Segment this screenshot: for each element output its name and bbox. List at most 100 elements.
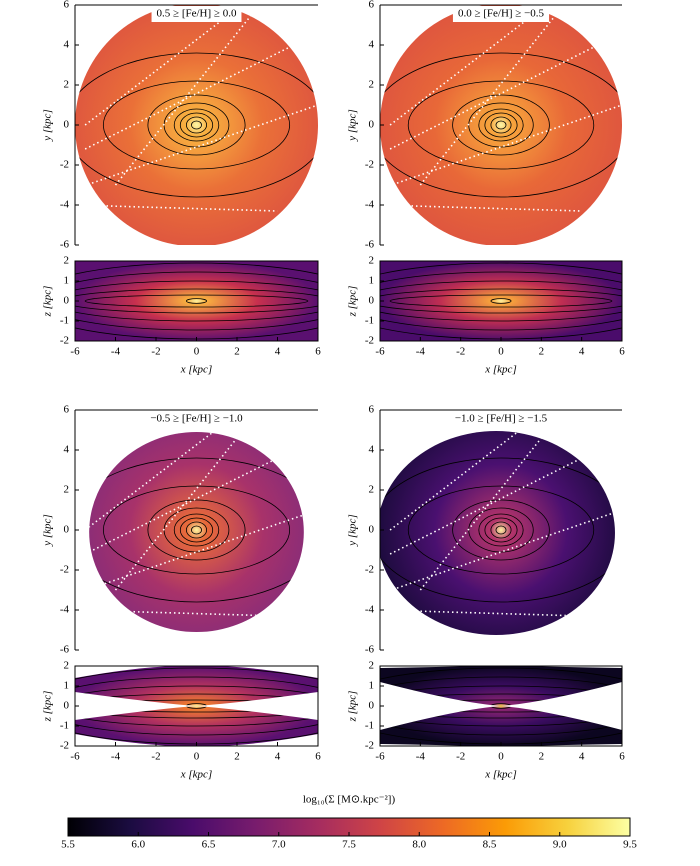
x-tick-label: 2 <box>539 751 545 763</box>
contour <box>490 116 512 134</box>
contour <box>84 294 309 308</box>
y-tick-label: -2 <box>365 564 374 576</box>
y-tick-label: 6 <box>64 0 70 11</box>
y-tick-label: 6 <box>64 404 70 416</box>
contour <box>380 693 622 719</box>
y-tick-label: 4 <box>64 444 70 456</box>
x-tick-label: -6 <box>375 751 385 763</box>
x-tick-label: 2 <box>234 751 240 763</box>
contour <box>191 120 202 130</box>
contour <box>377 457 615 603</box>
contour <box>490 298 512 304</box>
empty-region <box>75 666 177 678</box>
empty-region <box>75 692 318 720</box>
contour <box>75 271 318 331</box>
y-tick-label: 2 <box>369 660 375 672</box>
x-tick-label: -2 <box>456 751 465 763</box>
y-axis-label: z [kpc] <box>42 286 54 318</box>
contour <box>75 676 318 736</box>
y-tick-label: -1 <box>365 315 374 327</box>
density-image <box>75 5 318 245</box>
x-tick-label: 6 <box>619 346 625 358</box>
title-box <box>151 6 242 22</box>
contour <box>75 52 318 198</box>
x-tick-label: 4 <box>275 751 281 763</box>
y-tick-label: -6 <box>60 644 70 656</box>
empty-region <box>216 666 318 678</box>
y-tick-label: 4 <box>369 444 375 456</box>
contour <box>75 693 318 719</box>
x-tick-label: -6 <box>70 751 80 763</box>
slit-line <box>114 3 268 186</box>
y-tick-label: -2 <box>365 335 374 347</box>
colorbar-tick-label: 9.5 <box>623 839 637 851</box>
empty-region <box>75 734 177 746</box>
y-tick-label: -1 <box>365 720 374 732</box>
contour <box>179 112 214 138</box>
y-tick-label: 2 <box>64 255 70 267</box>
x-tick-label: 2 <box>234 346 240 358</box>
x-tick-label: 2 <box>539 346 545 358</box>
y-tick-label: -2 <box>60 335 69 347</box>
x-tick-label: -2 <box>151 751 160 763</box>
x-tick-label: 0 <box>498 751 504 763</box>
x-tick-label: 4 <box>275 346 281 358</box>
y-tick-label: 1 <box>369 680 375 692</box>
y-tick-label: 6 <box>369 404 375 416</box>
density-image <box>89 432 304 632</box>
x-tick-label: 6 <box>315 751 321 763</box>
title-box <box>449 411 553 427</box>
contour <box>380 685 622 727</box>
y-tick-label: 0 <box>64 524 70 536</box>
y-axis-label: z [kpc] <box>347 691 359 723</box>
y-tick-label: 2 <box>369 255 375 267</box>
y-axis-label: y [kpc] <box>42 109 54 141</box>
contour <box>173 513 220 547</box>
x-tick-label: 0 <box>194 751 200 763</box>
slit-line <box>84 32 318 150</box>
x-tick-label: -2 <box>456 346 465 358</box>
contour <box>452 499 550 561</box>
y-tick-label: 0 <box>64 119 70 131</box>
density-map <box>75 3 318 245</box>
y-tick-label: -2 <box>365 740 374 752</box>
density-image <box>380 431 615 635</box>
density-map <box>75 666 318 746</box>
density-map <box>89 432 304 632</box>
contour <box>495 120 507 130</box>
x-tick-label: -4 <box>416 346 426 358</box>
y-tick-label: -6 <box>365 239 375 251</box>
contour <box>478 108 524 142</box>
y-tick-label: 2 <box>369 484 375 496</box>
contour <box>185 521 208 539</box>
x-tick-label: 0 <box>194 346 200 358</box>
y-tick-label: 0 <box>64 700 70 712</box>
y-tick-label: 0 <box>64 295 70 307</box>
panel-title: 0.0 ≥ [Fe/H] ≥ −0.5 <box>458 8 545 20</box>
y-tick-label: 0 <box>369 295 375 307</box>
contour <box>380 52 622 198</box>
x-axis-label: x [kpc] <box>180 769 212 781</box>
y-axis-label: y [kpc] <box>347 514 359 546</box>
slit-line <box>114 432 268 591</box>
colorbar-label: log₁₀(Σ [M⊙.kpc⁻²]) <box>303 794 396 806</box>
contour <box>102 485 291 575</box>
contour <box>102 80 291 170</box>
y-tick-label: 0 <box>369 524 375 536</box>
density-image <box>380 5 622 245</box>
y-tick-label: 6 <box>369 0 375 11</box>
contour <box>89 457 304 603</box>
contour <box>380 676 622 736</box>
y-tick-label: -4 <box>60 199 70 211</box>
x-tick-label: 6 <box>315 346 321 358</box>
x-tick-label: 4 <box>579 346 585 358</box>
contour <box>478 513 524 547</box>
y-axis-label: y [kpc] <box>347 109 359 141</box>
y-axis-label: z [kpc] <box>42 691 54 723</box>
contour <box>147 94 246 156</box>
colorbar-tick-label: 6.0 <box>131 839 145 851</box>
contour <box>407 485 595 575</box>
contour <box>495 525 507 535</box>
x-axis-label: x [kpc] <box>180 364 212 376</box>
x-tick-label: -6 <box>70 346 80 358</box>
